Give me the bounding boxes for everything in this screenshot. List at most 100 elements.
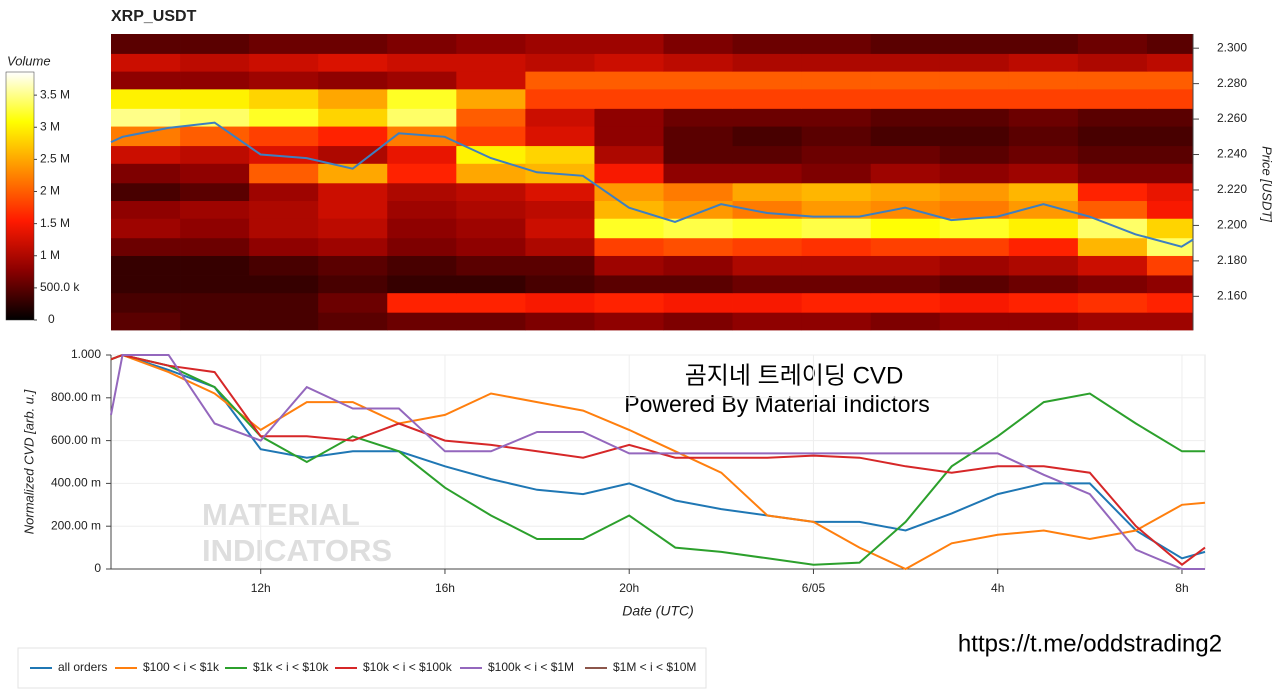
heatmap-cell [111,126,181,147]
legend-item[interactable]: $100 < i < $1k [115,660,220,674]
heatmap-cell [111,53,181,72]
heatmap-cell [525,292,595,313]
heatmap-cell [525,88,595,109]
heatmap-cell [1008,163,1079,184]
heatmap-cell [870,182,941,202]
heatmap-cell [387,34,457,54]
heatmap-cell [801,34,872,54]
heatmap-cell [663,275,733,294]
heatmap-cell [1146,53,1194,72]
heatmap-cell [1146,218,1194,239]
heatmap-cell [1077,126,1148,147]
heatmap-cell [1146,275,1194,294]
heatmap-cell [249,218,319,239]
heatmap-cell [456,312,526,331]
heatmap-cell [939,292,1010,313]
heatmap-cell [594,255,664,276]
heatmap-cell [387,218,457,239]
heatmap-cell [318,218,388,239]
heatmap-cell [111,108,181,127]
heatmap-cell [1146,182,1194,202]
legend-item[interactable]: $1k < i < $10k [225,660,329,674]
heatmap-cell [387,237,457,256]
footer-link: https://t.me/oddstrading2 [958,630,1222,657]
legend-item[interactable]: $100k < i < $1M [460,660,574,674]
heatmap-cell [249,71,319,90]
heatmap-cell [663,108,733,127]
heatmap-cell [801,182,872,202]
y-tick-label: 2.260 [1217,111,1247,125]
heatmap-cell [732,163,803,184]
y-tick-label: 1.000 [71,347,101,361]
heatmap-cell [456,275,526,294]
series-line [110,353,1206,571]
heatmap-cell [180,88,250,109]
heatmap-cell [732,53,803,72]
heatmap-cell [663,292,733,313]
y-tick-label: 2.160 [1217,288,1247,302]
heatmap-cell [663,163,733,184]
heatmap-cell [801,88,872,109]
heatmap-cell [801,108,872,127]
y-tick-label: 2.300 [1217,40,1247,54]
y-tick-label: 2.180 [1217,253,1247,267]
heatmap-cell [525,145,595,164]
heatmap-cell [939,255,1010,276]
x-tick-label: 6/05 [802,581,826,595]
x-axis-label: Date (UTC) [622,603,694,619]
heatmap-cell [1077,237,1148,256]
legend-item[interactable]: all orders [30,660,107,674]
heatmap-cell [663,255,733,276]
legend-item[interactable]: $1M < i < $10M [585,660,696,674]
heatmap-cell [663,71,733,90]
heatmap-cell [318,200,388,219]
colorbar [5,71,35,321]
heatmap-cell [387,126,457,147]
heatmap-cell [180,126,250,147]
heatmap-cell [732,88,803,109]
legend-item[interactable]: $10k < i < $100k [335,660,453,674]
heatmap-cell [318,275,388,294]
heatmap-cell [939,34,1010,54]
heatmap-cell [1146,145,1194,164]
y-axis-label: Normalized CVD [arb. u.] [21,389,36,534]
heatmap-cell [870,145,941,164]
watermark: INDICATORS [202,533,392,568]
heatmap-cell [456,292,526,313]
y-axis-label: Price [USDT] [1260,146,1275,222]
heatmap-cell [111,218,181,239]
heatmap-cell [663,34,733,54]
heatmap-cell [456,88,526,109]
heatmap-cell [939,312,1010,331]
heatmap-cell [525,312,595,331]
heatmap-cell [1077,200,1148,219]
heatmap-cell [525,71,595,90]
heatmap-cell [387,108,457,127]
heatmap-cell [525,255,595,276]
heatmap-cell [870,237,941,256]
heatmap-cell [732,275,803,294]
heatmap-cell [801,126,872,147]
annotation: Powered By Material Indictors [624,391,930,417]
x-tick-label: 16h [435,581,455,595]
heatmap-cell [801,255,872,276]
heatmap-cell [801,145,872,164]
heatmap-cell [387,312,457,331]
heatmap-cell [1146,255,1194,276]
heatmap-cell [456,237,526,256]
heatmap-cell [318,182,388,202]
heatmap-cell [111,88,181,109]
heatmap-cell [456,34,526,54]
heatmap-cell [318,71,388,90]
legend-label: $1k < i < $10k [253,660,329,674]
chart-title: XRP_USDT [111,8,197,25]
heatmap-cell [180,237,250,256]
heatmap-cell [111,145,181,164]
heatmap-cell [801,53,872,72]
heatmap-cell [1146,237,1194,256]
heatmap-cell [111,71,181,90]
annotation: 곰지네 트레이딩 CVD [685,362,904,389]
heatmap-cell [1146,292,1194,313]
x-tick-label: 12h [251,581,271,595]
